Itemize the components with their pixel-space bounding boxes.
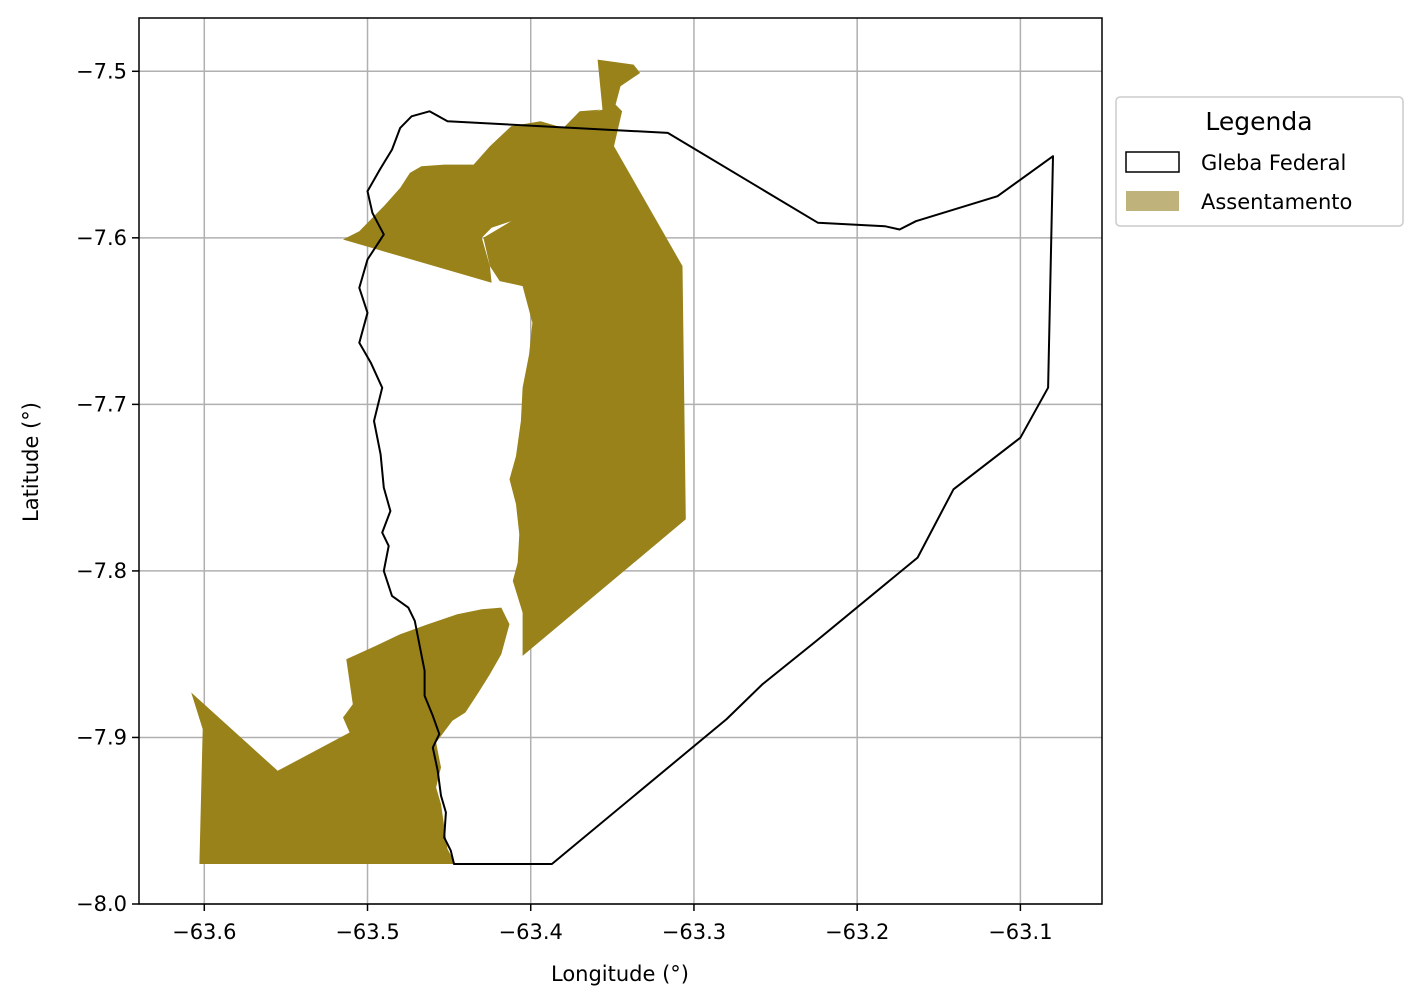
y-tick-label-0: −7.5 <box>76 59 127 83</box>
x-tick-label-3: −63.3 <box>662 920 726 944</box>
assentamento-polygon-2 <box>191 607 510 864</box>
assentamento-polygon-0 <box>483 59 686 656</box>
y-tick-label-3: −7.8 <box>76 559 127 583</box>
x-tick-label-0: −63.6 <box>172 920 236 944</box>
y-tick-label-5: −8.0 <box>76 892 127 916</box>
gleba-federal-outline-0 <box>358 110 1054 865</box>
legend: Legenda Gleba Federal Assentamento <box>1115 96 1404 227</box>
legend-label-gleba-federal: Gleba Federal <box>1201 151 1346 175</box>
x-tick-label-4: −63.2 <box>825 920 889 944</box>
legend-swatch-assentamento <box>1126 191 1179 211</box>
x-tick-label-2: −63.4 <box>499 920 563 944</box>
ticks-layer: −63.6 −63.5 −63.4 −63.3 −63.2 −63.1 −7.5 −7.6 −7… <box>76 59 1053 944</box>
legend-box <box>1115 96 1404 227</box>
x-axis-label: Longitude (°) <box>551 962 689 986</box>
y-tick-label-2: −7.7 <box>76 392 127 416</box>
x-tick-label-1: −63.5 <box>335 920 399 944</box>
y-tick-label-1: −7.6 <box>76 226 127 250</box>
legend-label-assentamento: Assentamento <box>1201 190 1352 214</box>
assentamento-polygon-1 <box>343 109 601 283</box>
legend-swatch-gleba-federal <box>1125 151 1180 173</box>
plot-frame <box>138 17 1103 905</box>
y-axis-label: Latitude (°) <box>19 402 43 522</box>
legend-title: Legenda <box>1205 107 1312 136</box>
y-tick-label-4: −7.9 <box>76 725 127 749</box>
gleba-federal-layer <box>358 110 1054 865</box>
assentamento-layer <box>191 59 686 864</box>
x-tick-label-5: −63.1 <box>988 920 1052 944</box>
